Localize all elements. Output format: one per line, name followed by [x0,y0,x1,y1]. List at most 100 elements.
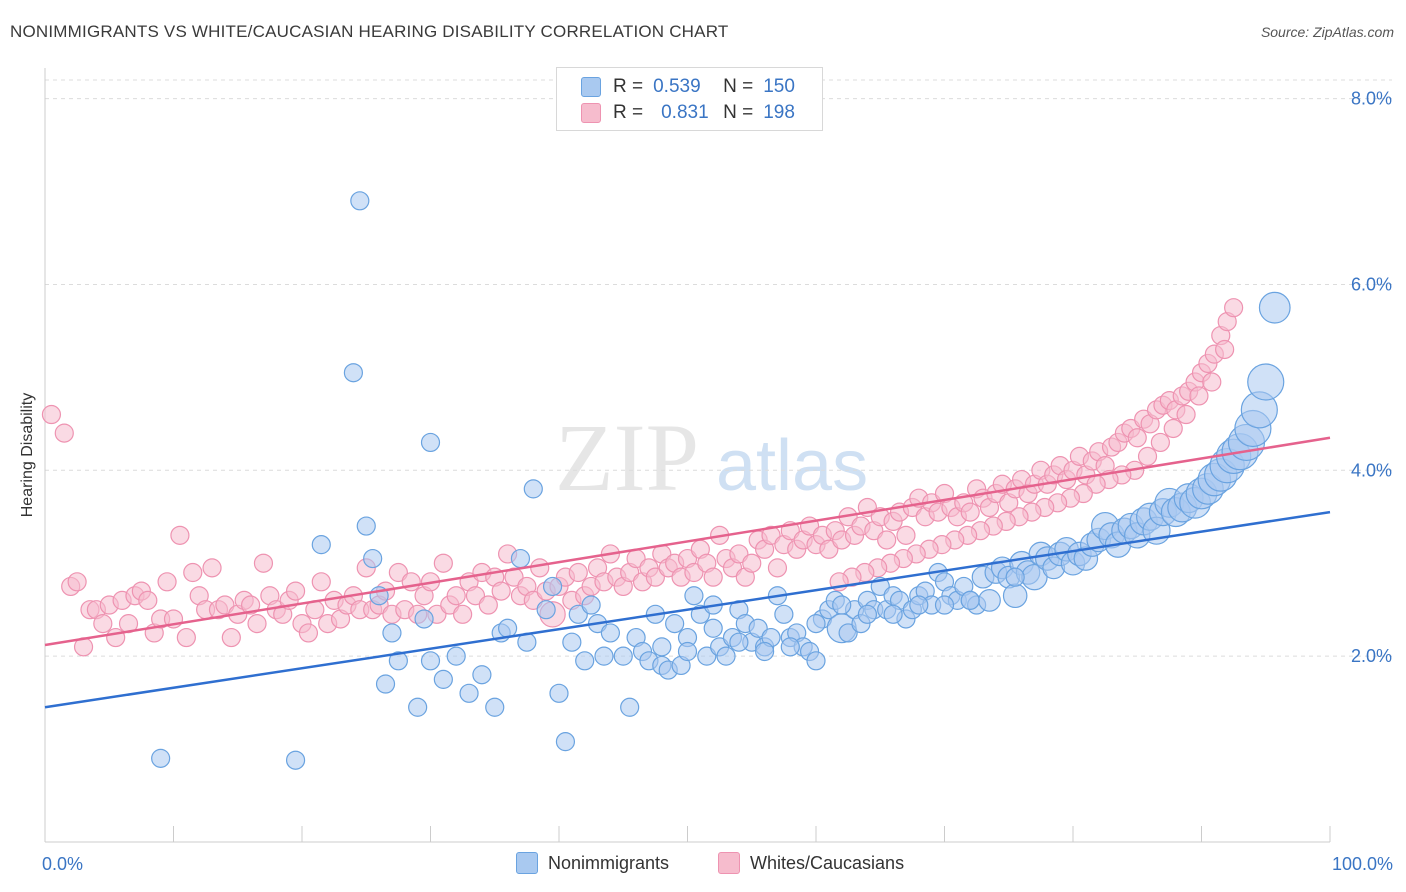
pink-swatch [718,852,740,874]
blue-point [978,588,1001,612]
chart-title: NONIMMIGRANTS VS WHITE/CAUCASIAN HEARING… [10,22,729,41]
blue-point [652,637,672,657]
watermark-zip: ZIP [555,404,699,511]
pink-point [703,567,723,587]
pink-point [819,539,839,559]
blue-point [581,595,601,615]
blue-point [857,604,878,624]
blue-point [523,479,543,499]
legend-label: Whites/Caucasians [750,852,905,873]
blue-point [510,548,531,569]
blue-point [356,516,376,536]
y-tick-label: 4.0% [1351,460,1392,480]
x-tick-label: 0.0% [42,854,83,874]
blue-point [909,595,929,615]
legend-item-whites-caucasians[interactable]: Whites/Caucasians [718,852,904,874]
pink-point [1224,298,1244,318]
pink-point [106,627,126,648]
blue-point [832,595,852,615]
watermark-atlas: atlas [716,426,868,506]
pink-point [729,544,749,564]
pink-point [285,581,306,601]
pink-point [388,562,408,583]
pink-point [176,627,196,648]
blue-point [285,750,306,770]
y-tick-label: 2.0% [1351,646,1392,666]
pink-point [138,590,158,610]
stats-legend-row-nonimmigrants: R = 0.539 N = 150 [581,75,795,99]
pink-point [767,558,788,578]
blue-point [555,732,576,752]
blue-point [420,651,441,671]
legend-item-nonimmigrants[interactable]: Nonimmigrants [516,852,669,874]
pink-point [446,586,466,606]
blue-point [697,646,717,666]
blue-point [620,697,640,717]
pink-point [215,595,235,615]
blue-point [774,604,794,624]
r-value: 0.831 [661,102,709,123]
blue-point [1258,291,1291,324]
pink-point [93,614,113,634]
source-label: Source: ZipAtlas.com [1260,24,1394,40]
n-value: 198 [763,102,795,123]
blue-point [536,600,556,620]
x-tick-label: 100.0% [1332,854,1393,874]
blue-point [375,674,396,694]
pink-point [1215,339,1235,360]
pink-point [896,525,916,545]
r-key: R = [613,76,644,97]
blue-point [459,683,479,703]
pink-point [54,423,74,443]
pink-point [523,590,543,610]
pink-point [67,572,87,592]
stats-legend: R = 0.539 N = 150 R = 0.831 N = 198 [556,67,823,131]
blue-swatch [581,77,601,97]
pink-point [1137,446,1158,466]
blue-point [446,646,466,666]
pink-point [1189,386,1209,406]
pink-point [253,553,274,573]
blue-point [1002,583,1028,609]
blue-point [960,590,980,610]
pink-point [221,627,241,648]
pink-point [157,572,177,592]
pink-point [433,553,453,573]
blue-point [568,604,588,624]
blue-point [806,614,826,634]
watermark: ZIP atlas [555,404,868,511]
pink-swatch [581,103,601,123]
blue-point [542,576,563,597]
pink-point [1150,432,1170,453]
blue-point [716,646,736,666]
blue-point [350,191,370,211]
blue-point [343,363,363,383]
blue-point [363,548,383,569]
pink-point [645,567,665,587]
r-value: 0.539 [653,76,701,97]
pink-point [202,558,222,578]
blue-point [1247,363,1285,401]
pink-point [1163,418,1183,439]
blue-point [498,618,518,638]
blue-point [549,683,569,703]
legend-label: Nonimmigrants [548,852,670,873]
blue-point [934,595,955,615]
pink-point [465,586,486,606]
y-tick-label: 6.0% [1351,274,1392,294]
blue-point [677,641,698,662]
pink-point [478,595,498,615]
pink-point [183,562,203,583]
blue-point [1005,567,1025,587]
pink-point [530,558,550,578]
blue-point [311,535,331,555]
series-legend: Nonimmigrants Whites/Caucasians [0,850,1406,878]
blue-point [420,432,441,453]
pink-point [877,530,897,550]
pink-point [1176,404,1196,425]
blue-trend-line [44,510,1331,709]
pink-point [298,623,319,643]
pink-point [568,562,588,583]
blue-point [562,632,582,652]
blue-point [382,623,402,643]
